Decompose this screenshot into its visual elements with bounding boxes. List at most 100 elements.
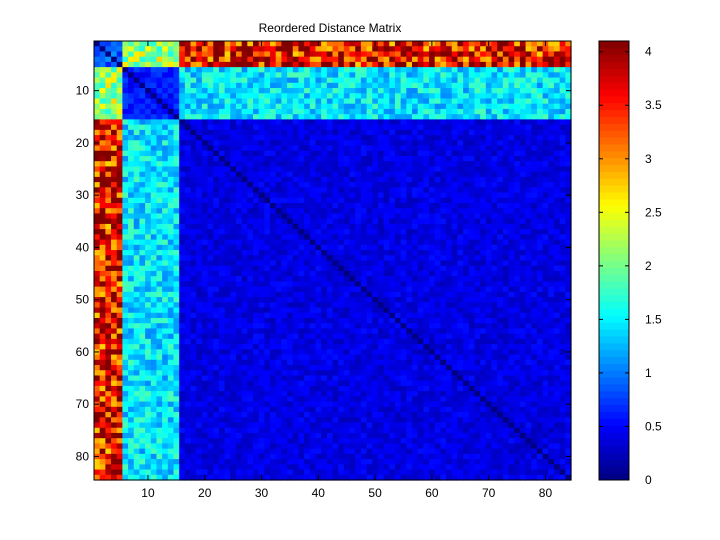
heatmap-cell xyxy=(423,145,430,152)
heatmap-cell xyxy=(463,77,470,84)
heatmap-cell xyxy=(298,297,305,303)
heatmap-cell xyxy=(366,323,373,330)
heatmap-cell xyxy=(235,260,243,267)
heatmap-cell xyxy=(173,77,180,84)
heatmap-cell xyxy=(474,213,481,220)
heatmap-cell xyxy=(502,41,510,47)
heatmap-cell xyxy=(480,119,487,126)
heatmap-cell xyxy=(156,281,163,288)
heatmap-cell xyxy=(309,223,317,230)
heatmap-cell xyxy=(111,317,118,324)
heatmap-cell xyxy=(338,88,345,94)
heatmap-cell xyxy=(258,61,265,68)
heatmap-cell xyxy=(366,51,373,58)
heatmap-cell xyxy=(468,234,476,241)
heatmap-cell xyxy=(99,333,106,340)
heatmap-cell xyxy=(275,270,282,277)
heatmap-cell xyxy=(417,145,424,152)
heatmap-cell xyxy=(355,234,362,241)
heatmap-cell xyxy=(292,338,300,345)
heatmap-cell xyxy=(292,108,300,115)
heatmap-cell xyxy=(156,119,163,126)
heatmap-cell xyxy=(451,98,459,105)
heatmap-cell xyxy=(565,155,572,162)
heatmap-cell xyxy=(542,328,549,335)
heatmap-cell xyxy=(491,93,498,100)
heatmap-cell xyxy=(525,108,532,115)
heatmap-cell xyxy=(309,119,317,126)
heatmap-cell xyxy=(457,51,464,58)
heatmap-cell xyxy=(502,129,510,136)
heatmap-cell xyxy=(360,244,368,251)
heatmap-cell xyxy=(423,150,430,157)
heatmap-cell xyxy=(565,93,572,100)
heatmap-cell xyxy=(184,171,192,178)
heatmap-cell xyxy=(485,213,493,220)
heatmap-cell xyxy=(559,239,566,246)
heatmap-cell xyxy=(145,312,152,319)
heatmap-cell xyxy=(491,103,498,110)
heatmap-cell xyxy=(559,323,566,330)
heatmap-cell xyxy=(321,103,328,110)
heatmap-cell xyxy=(389,129,396,136)
heatmap-cell xyxy=(468,41,476,47)
heatmap-cell xyxy=(247,98,254,105)
heatmap-cell xyxy=(389,244,396,251)
heatmap-cell xyxy=(184,161,192,168)
heatmap-cell xyxy=(207,192,214,199)
heatmap-cell xyxy=(128,255,135,262)
heatmap-cell xyxy=(485,77,493,84)
heatmap-cell xyxy=(326,176,334,183)
heatmap-cell xyxy=(224,281,231,288)
heatmap-cell xyxy=(491,166,498,173)
heatmap-cell xyxy=(275,56,282,63)
heatmap-cell xyxy=(525,291,532,298)
heatmap-cell xyxy=(565,317,572,324)
heatmap-cell xyxy=(150,82,158,89)
heatmap-cell xyxy=(485,307,493,314)
heatmap-cell xyxy=(298,67,305,73)
heatmap-cell xyxy=(463,270,470,277)
heatmap-cell xyxy=(292,239,300,246)
heatmap-cell xyxy=(412,46,419,53)
heatmap-cell xyxy=(440,161,447,168)
heatmap-cell xyxy=(150,302,158,309)
heatmap-cell xyxy=(360,286,368,293)
heatmap-cell xyxy=(497,234,504,241)
heatmap-cell xyxy=(440,323,447,330)
heatmap-cell xyxy=(366,250,373,256)
heatmap-cell xyxy=(514,67,521,73)
heatmap-cell xyxy=(394,135,402,141)
heatmap-cell xyxy=(485,244,493,251)
heatmap-cell xyxy=(253,349,260,356)
heatmap-cell xyxy=(275,77,282,84)
heatmap-cell xyxy=(116,323,123,330)
heatmap-cell xyxy=(292,244,300,251)
heatmap-cell xyxy=(565,67,572,73)
heatmap-cell xyxy=(497,119,504,126)
heatmap-cell xyxy=(412,187,419,194)
heatmap-cell xyxy=(253,244,260,251)
heatmap-cell xyxy=(429,323,436,330)
heatmap-cell xyxy=(451,145,459,152)
heatmap-cell xyxy=(162,250,169,256)
heatmap-cell xyxy=(485,108,493,115)
heatmap-cell xyxy=(128,250,135,256)
heatmap-cell xyxy=(349,234,356,241)
heatmap-cell xyxy=(338,166,345,173)
heatmap-cell xyxy=(218,176,226,183)
heatmap-cell xyxy=(423,51,430,58)
heatmap-cell xyxy=(139,265,146,272)
heatmap-cell xyxy=(207,291,214,298)
heatmap-cell xyxy=(383,129,390,136)
heatmap-cell xyxy=(179,197,186,204)
heatmap-cell xyxy=(94,323,101,330)
heatmap-cell xyxy=(304,93,311,100)
heatmap-cell xyxy=(315,88,322,94)
heatmap-cell xyxy=(270,255,277,262)
heatmap-cell xyxy=(366,208,373,215)
heatmap-cell xyxy=(502,82,510,89)
heatmap-cell xyxy=(446,302,453,309)
heatmap-cell xyxy=(156,250,163,256)
heatmap-cell xyxy=(377,213,385,220)
